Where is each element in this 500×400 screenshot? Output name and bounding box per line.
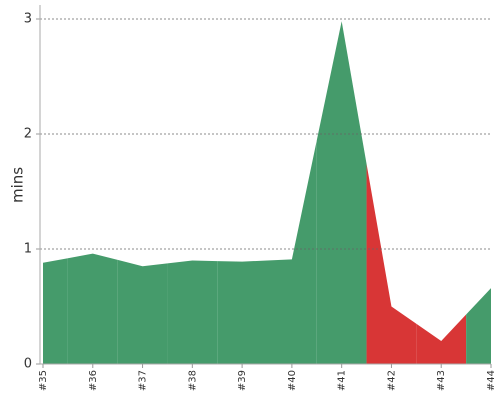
x-tick-label: #40	[287, 370, 298, 391]
x-tick-label: #41	[337, 370, 348, 391]
area-segment	[366, 163, 417, 364]
area-segment	[267, 140, 317, 364]
x-tick-label: #37	[138, 370, 149, 391]
y-tick-label: 0	[24, 357, 32, 372]
x-tick-label: #39	[237, 370, 248, 391]
x-tick-label: #43	[436, 370, 447, 391]
area-segment	[67, 253, 118, 364]
x-tick-label: #38	[187, 370, 198, 391]
area-segment	[117, 259, 168, 364]
y-tick-label: 2	[24, 127, 32, 142]
area-segment	[466, 288, 491, 364]
x-tick-label: #35	[38, 370, 49, 391]
y-tick-label: 1	[24, 242, 32, 257]
y-axis-label: mins	[9, 167, 27, 203]
area-segment	[217, 260, 267, 364]
x-tick-label: #36	[88, 370, 99, 391]
x-tick-label: #42	[386, 370, 397, 391]
area-segment	[416, 314, 467, 364]
area-segment	[316, 21, 367, 365]
y-tick-label: 3	[24, 12, 32, 27]
area-segment	[43, 258, 68, 364]
area-segment	[167, 260, 218, 364]
x-tick-label: #44	[486, 370, 497, 391]
